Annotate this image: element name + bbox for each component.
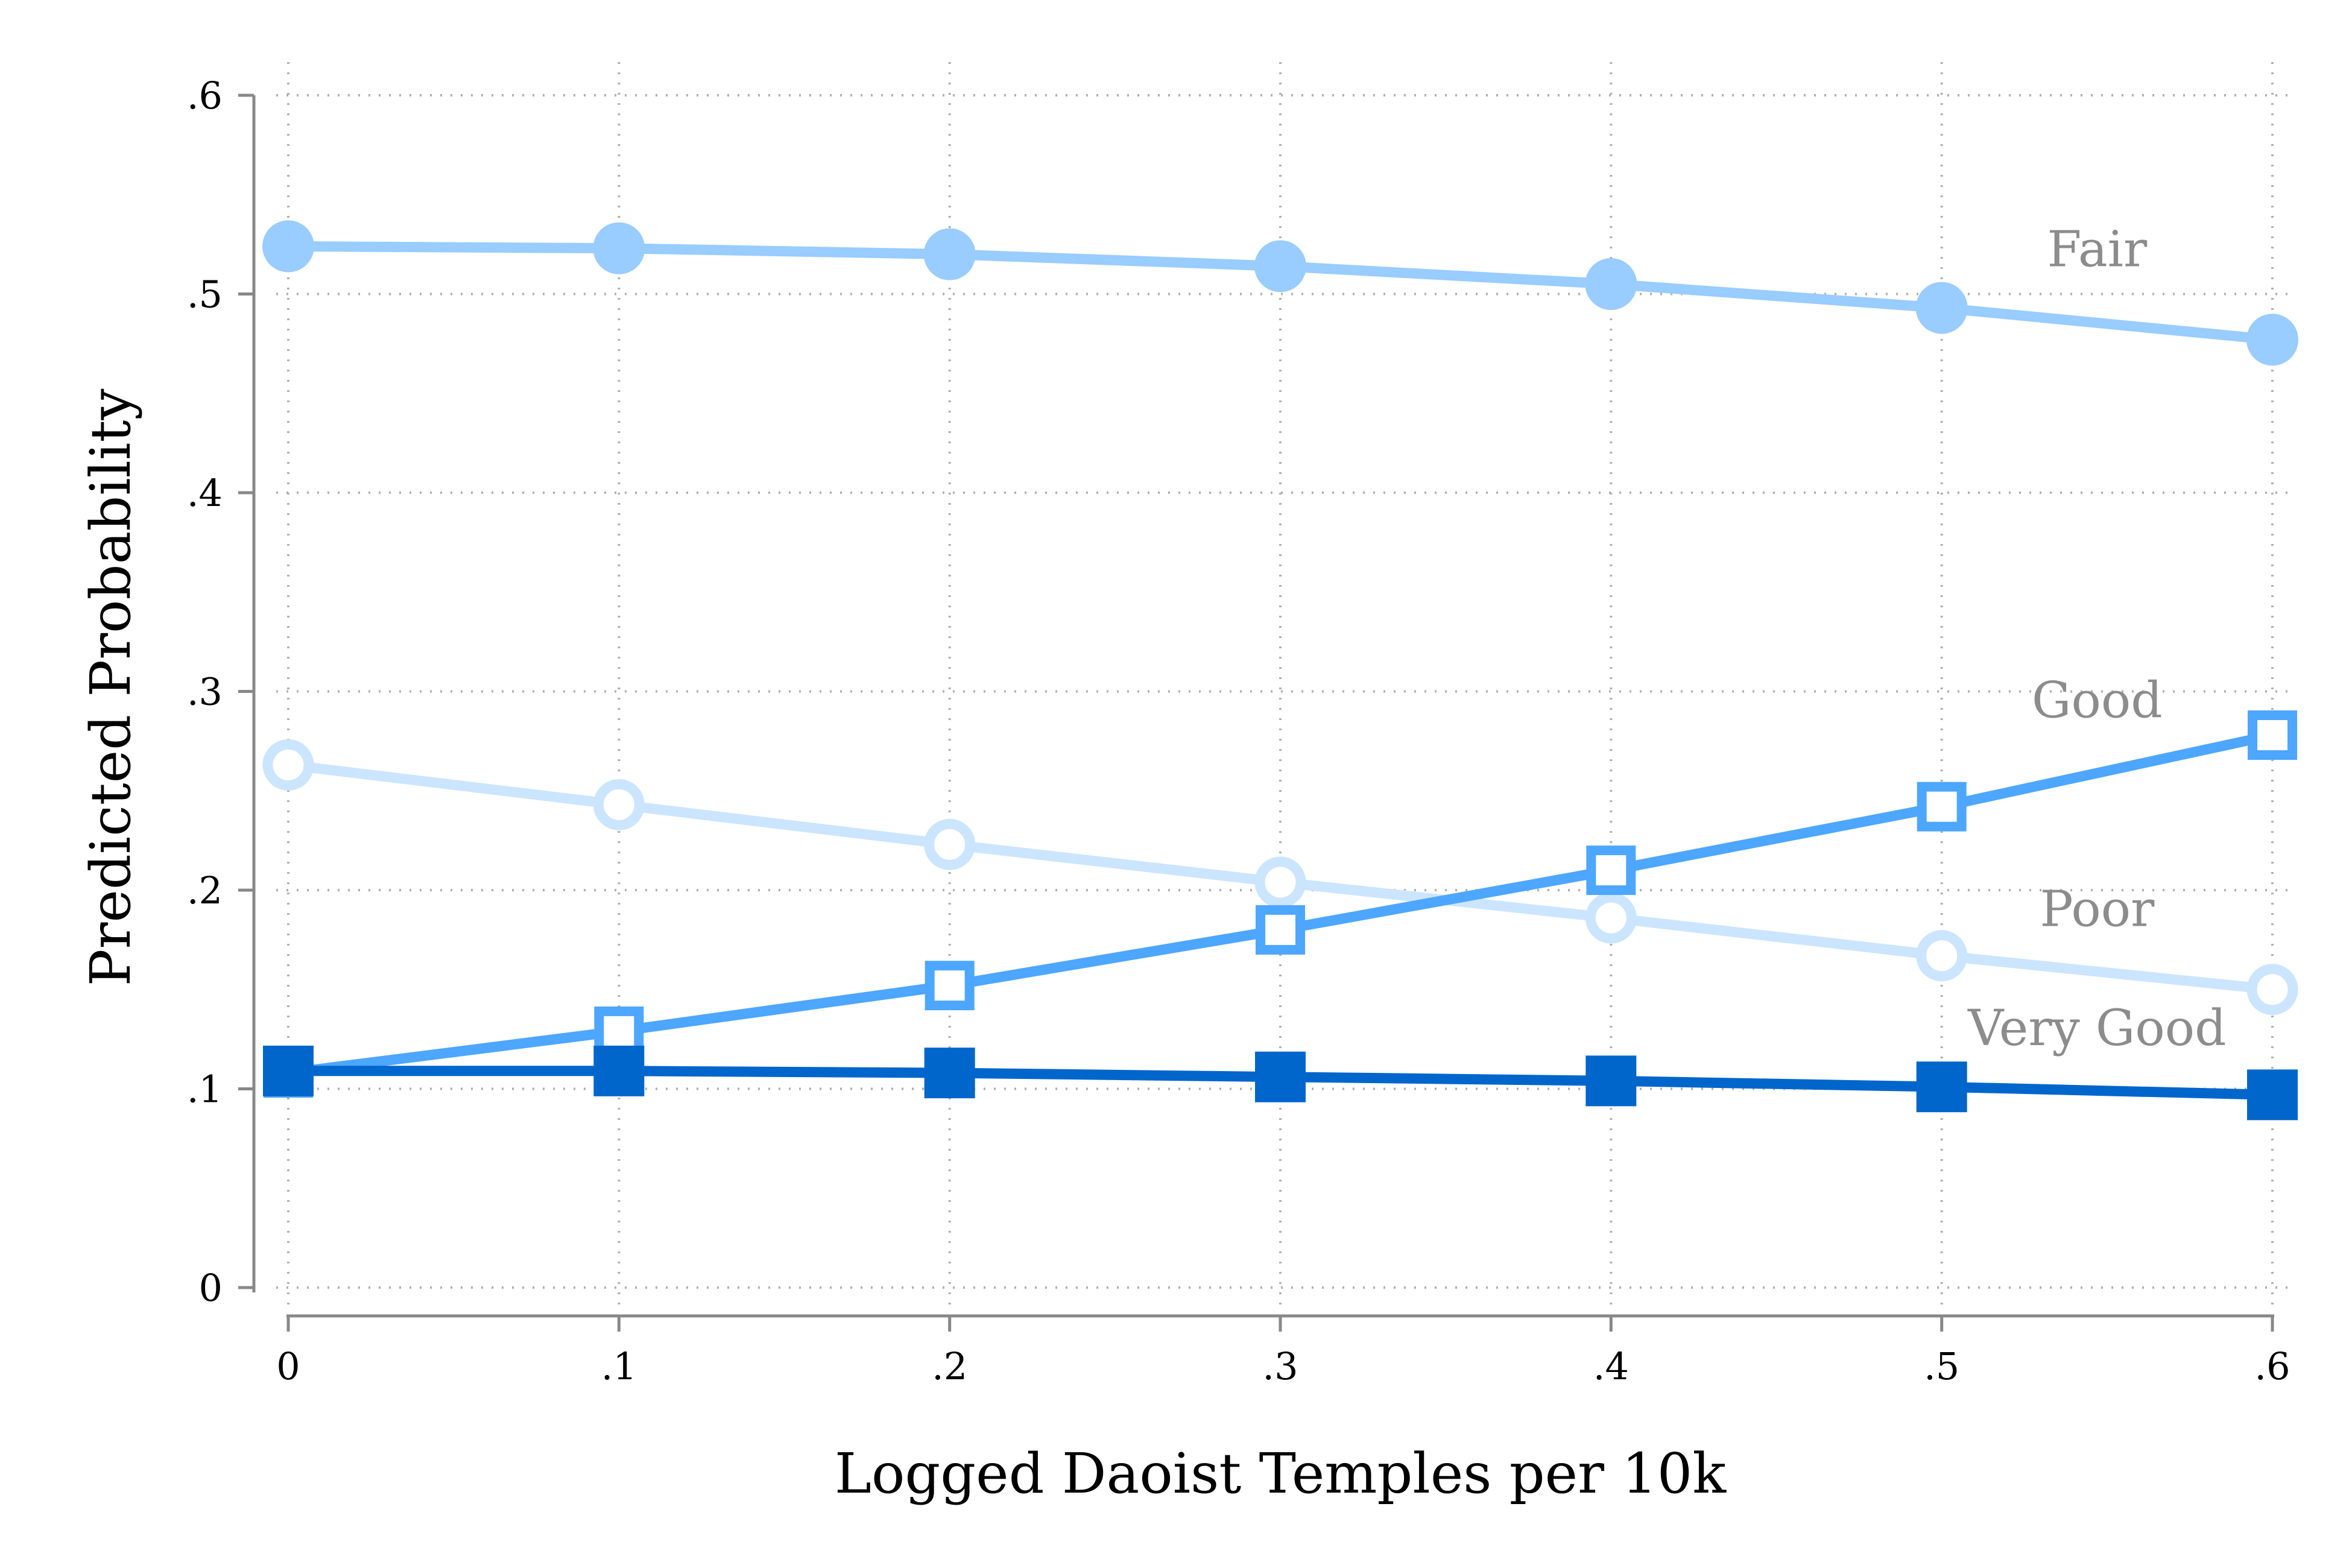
series-group xyxy=(262,220,2298,1121)
data-point xyxy=(1256,905,1305,955)
data-point xyxy=(1254,856,1306,908)
series-label-very-good: Very Good xyxy=(1967,1000,2227,1057)
data-point xyxy=(2248,710,2297,760)
data-point xyxy=(2246,314,2298,366)
y-tick-label: .3 xyxy=(187,670,223,714)
series-label-good: Good xyxy=(2032,672,2163,729)
data-point xyxy=(923,228,976,280)
series-label-fair: Fair xyxy=(2047,221,2148,278)
series-very-good xyxy=(263,1045,2298,1121)
data-point xyxy=(924,1048,975,1099)
data-point xyxy=(263,1045,314,1096)
y-tick-label: .1 xyxy=(187,1067,223,1111)
data-point xyxy=(2246,964,2298,1016)
x-tick-label: .3 xyxy=(1262,1344,1298,1388)
y-tick-label: .2 xyxy=(187,868,223,912)
data-point xyxy=(1585,892,1637,944)
data-point xyxy=(1917,782,1967,832)
data-point xyxy=(1916,930,1968,982)
series-label-poor: Poor xyxy=(2040,880,2155,938)
axes: 0 .1 .2 .3 .4 .5 .6 0 .1 .2 .3 .4 .5 .6 xyxy=(187,74,2290,1388)
data-point xyxy=(593,222,645,274)
y-tick-label: .4 xyxy=(187,471,223,515)
x-tick-label: .1 xyxy=(601,1344,637,1388)
data-point xyxy=(594,1006,644,1056)
series-poor xyxy=(262,739,2298,1016)
data-point xyxy=(2247,1069,2298,1121)
y-tick-label: .6 xyxy=(187,74,223,118)
x-tick-label: 0 xyxy=(276,1344,300,1388)
data-point xyxy=(1915,282,1968,334)
series-labels: Fair Poor Good Very Good xyxy=(1967,221,2227,1057)
y-tick-label: 0 xyxy=(199,1266,223,1310)
y-axis-title: Predicted Probability xyxy=(78,389,143,987)
data-point xyxy=(925,961,975,1011)
data-point xyxy=(262,220,314,273)
x-tick-label: .2 xyxy=(932,1344,967,1388)
y-tick-label: .5 xyxy=(187,273,223,317)
data-point xyxy=(1585,1055,1637,1107)
data-point xyxy=(1916,1061,1967,1113)
data-point xyxy=(924,818,976,870)
x-axis-title: Logged Daoist Temples per 10k xyxy=(835,1441,1727,1506)
x-tick-label: .4 xyxy=(1593,1344,1629,1388)
x-tick-label: .5 xyxy=(1924,1344,1959,1388)
series-fair xyxy=(262,220,2298,366)
data-point xyxy=(1585,258,1637,311)
data-point xyxy=(1255,1051,1306,1102)
data-point xyxy=(593,779,645,830)
data-point xyxy=(1254,240,1306,292)
data-point xyxy=(593,1045,645,1096)
data-point xyxy=(262,739,314,791)
x-tick-label: .6 xyxy=(2254,1344,2290,1388)
data-point xyxy=(1586,846,1636,896)
